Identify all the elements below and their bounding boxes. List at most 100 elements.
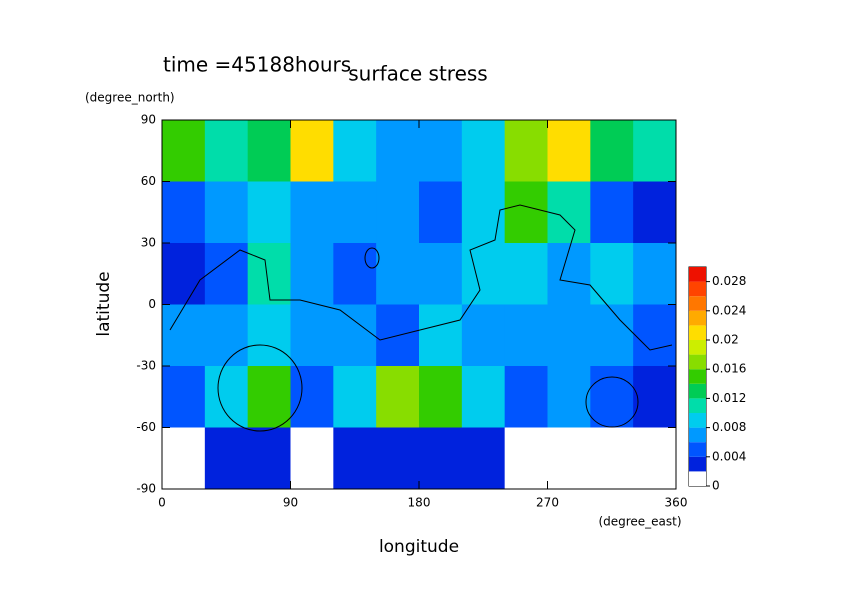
field-cell xyxy=(162,427,206,490)
field-cell xyxy=(633,181,677,244)
field-cell xyxy=(504,304,548,367)
x-tick-label: 90 xyxy=(283,496,298,510)
field-cell xyxy=(504,181,548,244)
field-cell xyxy=(590,243,634,305)
field-cell xyxy=(204,304,249,367)
colorbar-band xyxy=(689,471,706,486)
field-cell xyxy=(419,181,463,244)
colorbar-band xyxy=(689,456,706,472)
colorbar-tick-label: 0.024 xyxy=(712,303,746,317)
field-cell xyxy=(290,243,334,305)
field-cell xyxy=(504,366,548,428)
field-cell xyxy=(290,304,334,367)
field-cell xyxy=(419,120,463,182)
field-cell xyxy=(376,366,420,428)
x-tick-label: 270 xyxy=(536,496,559,510)
field-cell xyxy=(461,120,506,182)
field-cell xyxy=(419,366,463,428)
field-cell xyxy=(419,243,463,305)
field-cell xyxy=(633,243,677,305)
field-cell xyxy=(290,120,334,182)
field-cell xyxy=(162,243,206,305)
field-cell xyxy=(419,304,463,367)
field-cell xyxy=(633,304,677,367)
field-cell xyxy=(376,427,420,490)
field-cell xyxy=(547,243,591,305)
field-cell xyxy=(204,366,249,428)
chart-title: surface stress xyxy=(348,62,487,86)
colorbar-band xyxy=(689,340,706,355)
field-cell xyxy=(376,181,420,244)
field-cell xyxy=(590,304,634,367)
field-cell xyxy=(290,366,334,428)
y-tick-label: 60 xyxy=(141,174,156,188)
colorbar-tick-label: 0 xyxy=(712,479,720,493)
colorbar-band xyxy=(689,427,706,443)
field-cell xyxy=(162,120,206,182)
y-axis-label: latitude xyxy=(94,271,114,336)
field-cell xyxy=(290,427,334,490)
field-cell xyxy=(204,427,249,490)
y-unit: (degree_north) xyxy=(85,91,175,105)
colorbar-band xyxy=(689,267,706,282)
field-cell xyxy=(461,181,506,244)
field xyxy=(162,120,677,490)
x-tick-label: 0 xyxy=(158,496,166,510)
x-tick-label: 180 xyxy=(408,496,431,510)
field-cell xyxy=(504,427,548,490)
field-cell xyxy=(547,304,591,367)
field-cell xyxy=(204,181,249,244)
field-cell xyxy=(590,427,634,490)
field-cell xyxy=(162,366,206,428)
y-tick-label: -30 xyxy=(136,359,156,373)
field-cell xyxy=(461,304,506,367)
colorbar-band xyxy=(689,413,706,428)
colorbar-band xyxy=(689,281,706,297)
colorbar-tick-label: 0.02 xyxy=(712,333,739,347)
colorbar-tick-label: 0.008 xyxy=(712,420,746,434)
field-cell xyxy=(247,427,291,490)
subtitle: time =45188hours xyxy=(163,53,351,77)
colorbar-tick-label: 0.004 xyxy=(712,449,746,463)
field-cell xyxy=(461,366,506,428)
colorbar-band xyxy=(689,369,706,384)
field-cell xyxy=(461,243,506,305)
field-cell xyxy=(633,366,677,428)
field-cell xyxy=(376,120,420,182)
field-cell xyxy=(204,243,249,305)
field-cell xyxy=(333,366,377,428)
field-cell xyxy=(333,304,377,367)
colorbar-band xyxy=(689,442,706,457)
field-cell xyxy=(333,427,377,490)
colorbar-band xyxy=(689,398,706,413)
field-cell xyxy=(162,304,206,367)
field-cell xyxy=(247,366,291,428)
field-cell xyxy=(547,366,591,428)
field-cell xyxy=(376,243,420,305)
y-tick-label: -90 xyxy=(136,482,156,496)
field-cell xyxy=(633,120,677,182)
field-cell xyxy=(204,120,249,182)
field-cell xyxy=(504,120,548,182)
x-unit: (degree_east) xyxy=(598,515,681,529)
field-cell xyxy=(333,181,377,244)
colorbar-band xyxy=(689,296,706,311)
field-cell xyxy=(290,181,334,244)
field-cell xyxy=(333,120,377,182)
colorbar-band xyxy=(689,325,706,340)
coastlines xyxy=(169,204,673,432)
colorbar-band xyxy=(689,310,706,326)
field-cell xyxy=(419,427,463,490)
colorbar-tick-label: 0.012 xyxy=(712,391,746,405)
field-cell xyxy=(590,181,634,244)
y-tick-label: 30 xyxy=(141,236,156,250)
field-cell xyxy=(504,243,548,305)
y-tick-label: 0 xyxy=(148,297,156,311)
field-cell xyxy=(590,366,634,428)
field-cell xyxy=(247,181,291,244)
field-cell xyxy=(162,181,206,244)
field-cell xyxy=(547,181,591,244)
x-tick-label: 360 xyxy=(665,496,688,510)
field-cell xyxy=(590,120,634,182)
